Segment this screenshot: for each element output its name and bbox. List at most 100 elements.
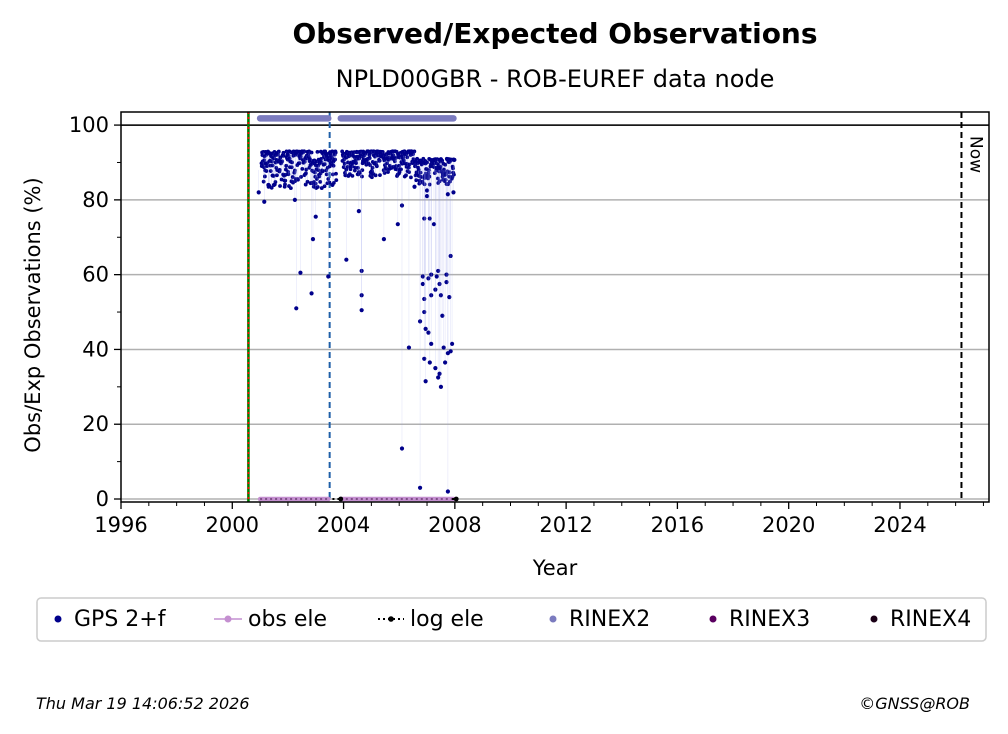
x-tick-label-2016: 2016: [651, 513, 704, 537]
legend-entry-rinex3: RINEX3: [709, 607, 810, 632]
y-tick-label-100: 100: [69, 113, 109, 137]
gps-point-58: [445, 489, 450, 494]
plot-area: [121, 112, 989, 502]
gps-point: [331, 163, 336, 168]
gps-point: [427, 174, 432, 179]
gps-point-6: [292, 197, 297, 202]
gps-point-55: [443, 360, 448, 365]
gps-point: [334, 178, 339, 183]
gps-point: [278, 184, 282, 188]
gps-point-7: [298, 270, 303, 275]
gps-point: [261, 161, 265, 166]
legend-label: RINEX4: [890, 607, 971, 632]
gps-point: [284, 149, 289, 154]
legend-marker: [709, 615, 717, 623]
gps-point: [382, 171, 387, 175]
gps-point: [262, 174, 267, 179]
gps-point: [275, 173, 279, 178]
legend-marker: [549, 615, 557, 623]
plot-border: [120, 111, 990, 503]
gps-point: [409, 175, 413, 180]
gps-point: [414, 178, 419, 183]
gps-point: [265, 164, 269, 168]
gps-point: [264, 169, 269, 173]
gps-point: [341, 165, 346, 170]
gps-point: [426, 168, 431, 173]
gps-point: [270, 159, 274, 164]
gps-point: [399, 167, 403, 172]
gps-point: [269, 185, 274, 190]
legend-entry-obs-ele: obs ele: [214, 607, 327, 632]
gps-point-49: [437, 281, 442, 287]
gps-point: [452, 172, 456, 177]
now-label: Now: [965, 136, 985, 173]
chart-title: Observed/Expected Observations: [292, 17, 817, 50]
data-series: [256, 115, 459, 502]
gps-point: [397, 163, 402, 168]
gps-point: [401, 154, 406, 159]
gps-point: [448, 179, 452, 184]
gps-point-46: [434, 274, 439, 279]
gps-point-60: [445, 192, 450, 197]
footer-copyright: ©GNSS@ROB: [859, 694, 970, 713]
gps-point: [324, 172, 329, 177]
gps-point-19: [395, 222, 400, 227]
gps-point: [352, 168, 357, 173]
log-ele-point-0: [338, 496, 344, 502]
gps-point: [318, 179, 323, 184]
legend-marker: [388, 616, 394, 622]
gps-point-17: [359, 308, 364, 313]
gps-point: [316, 168, 321, 173]
gps-point-9: [310, 237, 316, 242]
gps-point-50: [437, 371, 442, 376]
gps-point: [317, 174, 322, 179]
gps-point: [330, 172, 335, 177]
gps-point: [289, 165, 294, 170]
gps-point-54: [441, 345, 446, 350]
gps-point: [416, 167, 421, 172]
legend-entry-gps-2-f: GPS 2+f: [54, 607, 167, 632]
gps-point: [330, 155, 334, 160]
gps-point: [447, 170, 452, 175]
gps-point-26: [420, 274, 425, 279]
gps-point: [290, 160, 294, 165]
gps-point: [451, 166, 455, 171]
gps-point-20: [399, 203, 405, 208]
gps-point: [305, 179, 310, 184]
gps-point: [276, 149, 281, 154]
gps-point: [367, 156, 372, 161]
gps-point: [452, 157, 457, 162]
x-tick-label-2008: 2008: [428, 513, 481, 537]
y-tick-label-80: 80: [82, 188, 109, 212]
gps-point: [333, 157, 337, 162]
gps-point: [344, 167, 349, 172]
gps-point: [413, 163, 418, 168]
y-tick-label-40: 40: [82, 337, 109, 361]
gps-point: [422, 182, 427, 187]
x-tick-label-2020: 2020: [762, 513, 815, 537]
gps-point-34: [424, 194, 430, 199]
gps-point-33: [423, 326, 428, 331]
gps-point: [315, 149, 320, 154]
gps-point: [405, 155, 410, 160]
gps-point-14: [356, 208, 361, 214]
gps-point: [446, 182, 450, 187]
legend-label: RINEX2: [569, 607, 650, 632]
gps-point: [357, 171, 362, 175]
gps-point-37: [426, 330, 431, 335]
gps-point-63: [449, 341, 455, 346]
gps-point: [354, 161, 359, 166]
gps-point: [334, 171, 338, 176]
x-tick-label-2012: 2012: [539, 513, 592, 537]
reference-lines: [247, 112, 963, 502]
gps-point: [385, 161, 389, 166]
gps-point: [412, 149, 417, 154]
gps-point: [272, 150, 277, 154]
gps-point: [290, 175, 295, 179]
gps-point: [419, 175, 424, 179]
gps-point-29: [422, 296, 427, 302]
legend-label: RINEX3: [729, 607, 810, 632]
gps-point-51: [438, 293, 444, 298]
plot-frame: [120, 111, 990, 503]
gps-point: [292, 168, 297, 173]
